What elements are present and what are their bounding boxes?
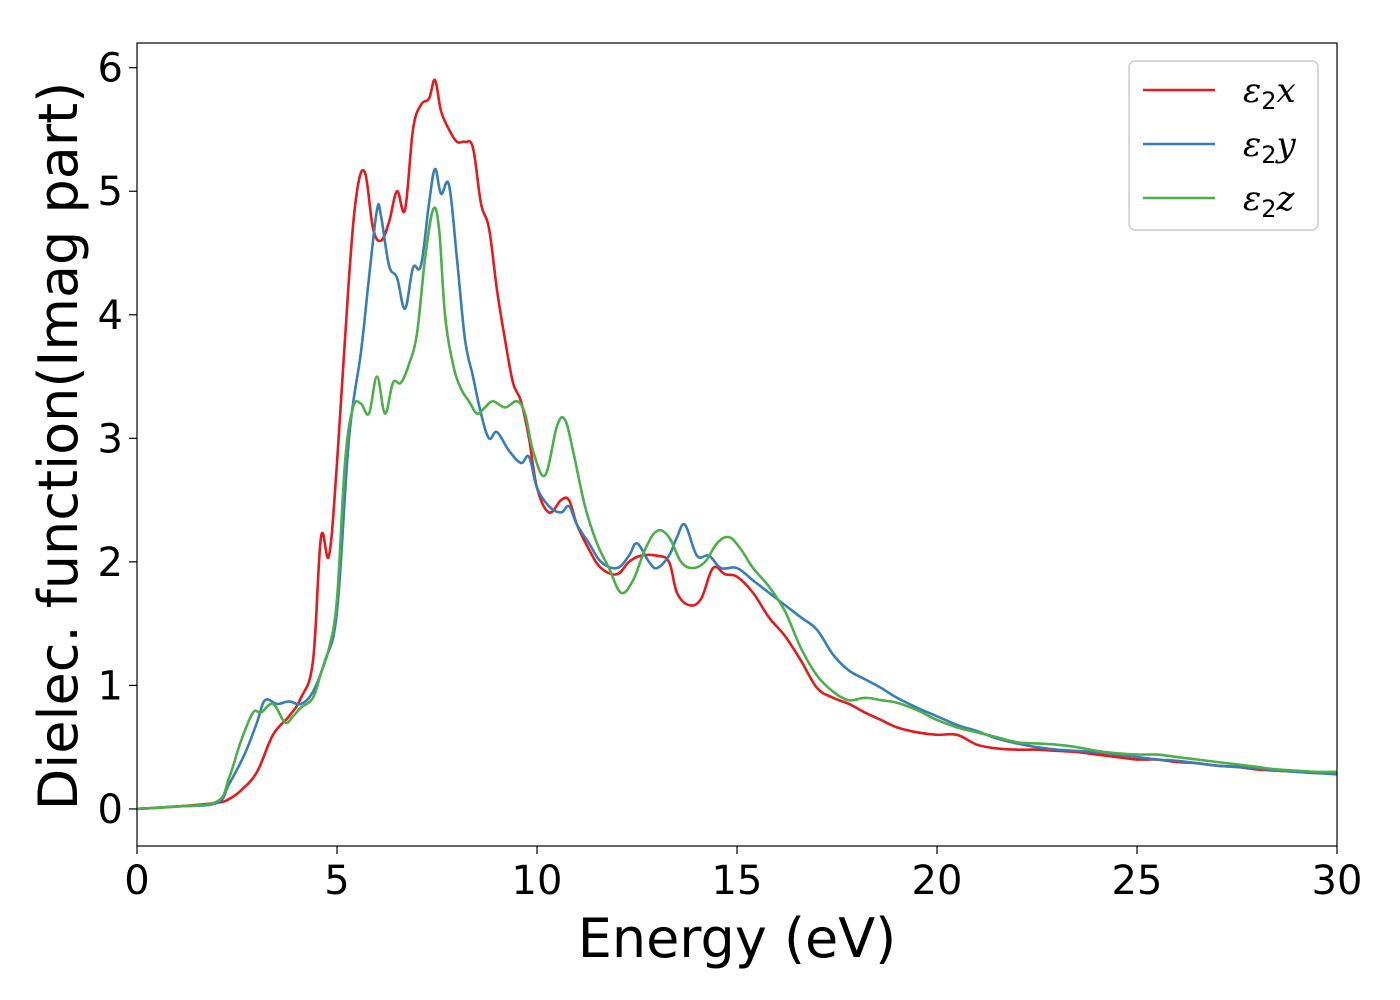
x-tick-label: 25	[1112, 858, 1163, 904]
y-tick-label: 0	[98, 787, 123, 833]
y-tick-label: 6	[98, 46, 123, 92]
y-tick-label: 4	[98, 293, 123, 339]
series-lines	[137, 78, 1337, 811]
series-line-z	[137, 206, 1337, 811]
legend-label-y: ε2y	[1243, 125, 1297, 169]
x-tick-label: 5	[324, 858, 349, 904]
y-axis-ticks: 0 1 2 3 4 5 6	[98, 46, 137, 833]
y-tick-label: 1	[98, 663, 123, 709]
x-tick-label: 10	[512, 858, 563, 904]
y-tick-label: 3	[98, 416, 123, 462]
series-line-x	[137, 78, 1337, 811]
x-tick-label: 20	[912, 858, 963, 904]
x-tick-label: 0	[124, 858, 149, 904]
y-axis-title: Dielec. function(Imag part)	[27, 82, 90, 811]
x-axis-ticks: 0 5 10 15 20 25 30	[124, 846, 1362, 904]
legend-box	[1128, 60, 1319, 231]
legend-label-z: ε2z	[1243, 179, 1296, 223]
y-tick-label: 2	[98, 540, 123, 586]
x-tick-label: 15	[712, 858, 763, 904]
x-axis-title: Energy (eV)	[578, 907, 897, 970]
legend-label-x: ε2x	[1243, 71, 1296, 115]
y-tick-label: 5	[98, 169, 123, 215]
legend: ε2x ε2y ε2z	[1128, 60, 1319, 231]
x-tick-label: 30	[1312, 858, 1363, 904]
